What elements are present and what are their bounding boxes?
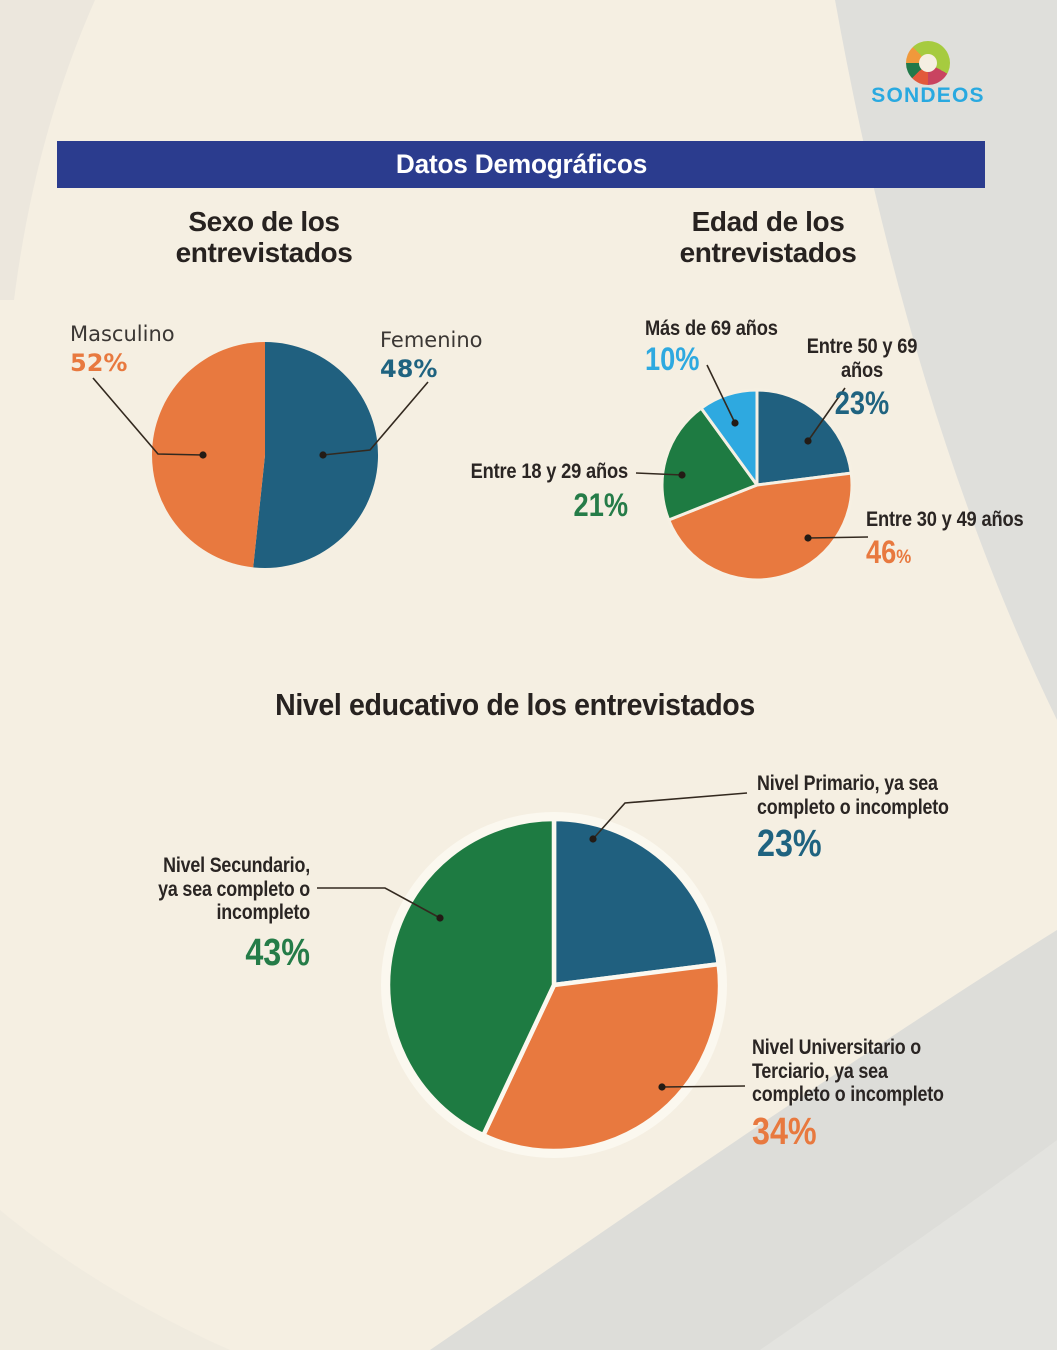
slice-label-masculino: Masculino xyxy=(70,322,175,346)
educacion-chart-title: Nivel educativo de los entrevistados xyxy=(275,687,755,722)
slice-label-mas-de-69: Más de 69 años xyxy=(645,316,778,340)
pie-slice xyxy=(660,406,759,522)
sondeos-logo-ring-icon xyxy=(906,41,950,85)
leader-line xyxy=(706,364,736,424)
slice-percent-nivel-universitario: 34% xyxy=(752,1110,817,1153)
slice-percent-nivel-primario: 23% xyxy=(757,823,822,866)
swoosh-bottom-left xyxy=(0,1210,230,1350)
callout-masculino: Masculino 52% xyxy=(70,322,175,377)
swoosh-top-left xyxy=(0,0,95,300)
callout-mas-de-69: Más de 69 años 10% xyxy=(645,316,815,375)
slice-label-nivel-primario: Nivel Primario, ya sea completo o incomp… xyxy=(757,772,949,819)
leader-dot xyxy=(731,419,739,427)
swoosh-bottom-right xyxy=(430,930,1057,1350)
leader-line xyxy=(661,1085,746,1088)
leader-line xyxy=(317,887,441,919)
leader-line xyxy=(592,792,748,840)
slice-percent-mas-de-69: 10% xyxy=(645,341,700,378)
pie-slice xyxy=(152,342,265,568)
slice-percent-masculino: 52% xyxy=(70,349,128,377)
brand-name: SONDEOS xyxy=(871,84,985,107)
slice-label-entre-50-69: Entre 50 y 69 años xyxy=(806,334,918,383)
slice-label-entre-30-49: Entre 30 y 49 años xyxy=(866,507,1024,531)
leader-dot xyxy=(589,835,597,843)
pie-slice xyxy=(551,816,721,988)
slice-percent-nivel-secundario: 43% xyxy=(245,931,310,974)
slice-percent-entre-50-69: 23% xyxy=(834,385,890,422)
sexo-chart-title: Sexo de los entrevistados xyxy=(175,206,353,268)
leader-dot xyxy=(658,1083,666,1091)
swoosh-bottom-right-light xyxy=(760,1140,1057,1350)
callout-nivel-universitario: Nivel Universitario o Terciario, ya sea … xyxy=(752,1036,1012,1151)
slice-percent-entre-30-49: 46% xyxy=(866,534,912,571)
callout-entre-50-69: Entre 50 y 69 años 23% xyxy=(782,334,942,419)
leader-line xyxy=(92,377,204,456)
leader-dot xyxy=(804,437,812,445)
pie-slice xyxy=(253,342,379,568)
callout-femenino: Femenino 48% xyxy=(380,328,483,383)
slice-label-nivel-secundario: Nivel Secundario, ya sea completo o inco… xyxy=(158,854,310,925)
leader-line xyxy=(807,536,869,539)
pie-slice xyxy=(385,816,557,1138)
slice-label-femenino: Femenino xyxy=(380,328,483,352)
callout-entre-18-29: Entre 18 y 29 años 21% xyxy=(428,459,629,524)
callout-nivel-primario: Nivel Primario, ya sea completo o incomp… xyxy=(757,772,1007,863)
leader-line xyxy=(635,472,683,476)
leader-dot xyxy=(678,471,686,479)
slice-percent-entre-18-29: 21% xyxy=(573,487,628,524)
banner: Datos Demográficos xyxy=(57,141,985,188)
slice-label-nivel-universitario: Nivel Universitario o Terciario, ya sea … xyxy=(752,1036,944,1107)
edad-chart-title: Edad de los entrevistados xyxy=(679,206,857,268)
pie-slice xyxy=(699,388,759,487)
callout-nivel-secundario: Nivel Secundario, ya sea completo o inco… xyxy=(58,854,310,972)
leader-dot xyxy=(804,534,812,542)
leader-dot xyxy=(436,914,444,922)
leader-dot xyxy=(199,451,207,459)
slice-label-entre-18-29: Entre 18 y 29 años xyxy=(470,459,629,483)
leader-line xyxy=(807,387,846,442)
pie-slice xyxy=(755,388,853,487)
callout-entre-30-49: Entre 30 y 49 años 46% xyxy=(866,507,1056,568)
banner-title: Datos Demográficos xyxy=(395,149,647,179)
slice-percent-femenino: 48% xyxy=(380,355,438,383)
leader-dot xyxy=(319,451,327,459)
pie-slice xyxy=(667,471,854,582)
leader-line xyxy=(322,381,429,456)
